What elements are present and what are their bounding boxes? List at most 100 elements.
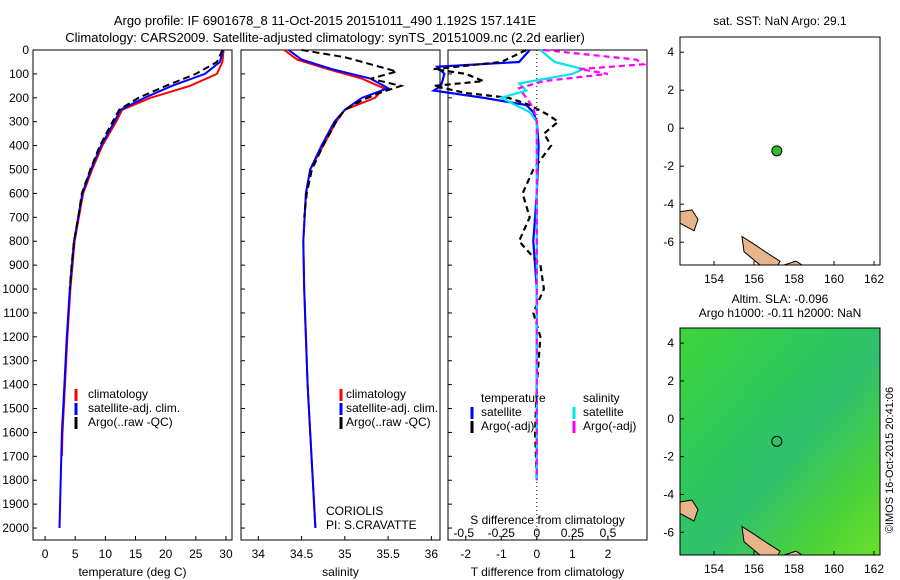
map-land-2 <box>679 499 699 522</box>
map-xtick-label: 156 <box>744 562 764 576</box>
depth-tick-label: 1500 <box>2 402 29 416</box>
map-ytick-label: -6 <box>663 525 674 539</box>
depth-tick-label: 0 <box>22 43 29 57</box>
temperature-legend-label: Argo(..raw -QC) <box>88 415 173 429</box>
diff-t-xtick-label: 0 <box>533 547 540 561</box>
float-pi-label: PI: S.CRAVATTE <box>326 518 417 532</box>
float-source-label: CORIOLIS <box>326 504 383 518</box>
map-land-2 <box>741 525 781 556</box>
map-land-2 <box>783 550 804 556</box>
map-xtick-label: 156 <box>744 272 764 286</box>
depth-tick-label: 1800 <box>2 473 29 487</box>
diff-t-xtick-label: 1 <box>569 547 576 561</box>
map-xtick-label: 158 <box>784 562 804 576</box>
salinity-series-2 <box>301 49 405 218</box>
salinity-xtick-label: 35.5 <box>376 547 400 561</box>
depth-tick-label: 800 <box>9 234 29 248</box>
float-position-marker <box>771 435 783 447</box>
temperature-xtick-label: 15 <box>129 547 143 561</box>
panel-frame-2 <box>240 49 441 541</box>
salinity-series-1 <box>288 49 391 529</box>
depth-tick-label: 1000 <box>2 282 29 296</box>
diff-s-tick-label: 0.5 <box>600 526 617 540</box>
temperature-xtick-label: 0 <box>42 547 49 561</box>
temperature-xtick-label: 30 <box>219 547 233 561</box>
depth-tick-label: 1200 <box>2 330 29 344</box>
diff-legend-label: satellite <box>583 405 624 419</box>
map-frame-1 <box>679 36 881 266</box>
map-xtick-label: 162 <box>864 562 884 576</box>
diff-legend-label: Argo(-adj) <box>583 419 636 433</box>
salinity-xtick-label: 34 <box>252 547 266 561</box>
diff-s-tick-label: 0 <box>533 526 540 540</box>
map-land-1 <box>679 209 699 232</box>
depth-tick-label: 200 <box>9 91 29 105</box>
depth-tick-label: 300 <box>9 115 29 129</box>
figure-title-line2: Climatology: CARS2009. Satellite-adjuste… <box>65 30 585 45</box>
map-ytick-label: 2 <box>667 374 674 388</box>
diff-legend-label: Argo(-adj) <box>481 419 534 433</box>
temperature-xtick-label: 25 <box>189 547 203 561</box>
map-ytick-label: 0 <box>667 121 674 135</box>
depth-tick-label: 100 <box>9 67 29 81</box>
diff-legend-title-salinity: salinity <box>583 391 620 405</box>
sla-map-title-line2: Argo h1000: -0.11 h2000: NaN <box>699 306 862 320</box>
map-ytick-label: -2 <box>663 450 674 464</box>
sla-map-title-line1: Altim. SLA: -0.096 <box>732 292 829 306</box>
salinity-xtick-label: 35 <box>338 547 352 561</box>
imos-credit-label: ©IMOS 16-Oct-2015 20:41:06 <box>884 387 896 533</box>
temperature-axis-label: temperature (deg C) <box>78 565 186 579</box>
diff-series-3 <box>517 48 647 481</box>
panel-frame-3 <box>447 49 648 541</box>
diff-t-xtick-label: -1 <box>496 547 507 561</box>
figure-title-line1: Argo profile: IF 6901678_8 11-Oct-2015 2… <box>113 13 537 28</box>
map-xtick-label: 154 <box>704 272 724 286</box>
depth-tick-label: 2000 <box>2 521 29 535</box>
diff-s-tick-label: -0.5 <box>453 526 474 540</box>
depth-tick-label: 600 <box>9 186 29 200</box>
temperature-xtick-label: 5 <box>72 547 79 561</box>
diff-t-axis-label: T difference from climatology <box>471 565 625 579</box>
diff-s-tick-label: -0.25 <box>488 526 516 540</box>
sla-field <box>680 328 880 555</box>
salinity-xtick-label: 34.5 <box>290 547 314 561</box>
salinity-legend-label: satellite-adj. clim. <box>346 401 438 415</box>
map-land-1 <box>783 260 804 266</box>
map-ytick-label: 2 <box>667 83 674 97</box>
salinity-xtick-label: 36 <box>425 547 439 561</box>
salinity-legend-label: Argo(..raw -QC) <box>346 415 431 429</box>
map-ytick-label: 4 <box>667 45 674 59</box>
map-ytick-label: 0 <box>667 412 674 426</box>
depth-tick-label: 1700 <box>2 449 29 463</box>
diff-legend-title-temperature: temperature <box>481 391 546 405</box>
map-xtick-label: 154 <box>704 562 724 576</box>
depth-tick-label: 900 <box>9 258 29 272</box>
depth-tick-label: 1300 <box>2 354 29 368</box>
sst-map-title: sat. SST: NaN Argo: 29.1 <box>713 14 847 28</box>
salinity-axis-label: salinity <box>322 565 359 579</box>
panel-frame-1 <box>32 49 233 541</box>
diff-s-axis-label: S difference from climatology <box>470 513 625 527</box>
map-ytick-label: -6 <box>663 235 674 249</box>
temperature-series-2 <box>68 49 224 290</box>
temperature-legend-label: satellite-adj. clim. <box>88 401 180 415</box>
map-xtick-label: 158 <box>784 272 804 286</box>
depth-tick-label: 700 <box>9 210 29 224</box>
temperature-series-1 <box>58 49 224 529</box>
temperature-xtick-label: 20 <box>159 547 173 561</box>
map-ytick-label: 4 <box>667 336 674 350</box>
temperature-xtick-label: 10 <box>99 547 113 561</box>
map-land-1 <box>741 235 781 266</box>
map-ytick-label: -4 <box>663 487 674 501</box>
depth-tick-label: 1400 <box>2 378 29 392</box>
diff-series-1 <box>433 49 561 481</box>
depth-tick-label: 1600 <box>2 425 29 439</box>
depth-tick-label: 500 <box>9 163 29 177</box>
depth-tick-label: 1100 <box>3 306 29 320</box>
map-xtick-label: 160 <box>824 272 844 286</box>
diff-s-tick-label: 0.25 <box>561 526 585 540</box>
diff-t-xtick-label: -2 <box>460 547 471 561</box>
map-frame-2 <box>679 327 881 556</box>
temperature-legend-label: climatology <box>88 387 148 401</box>
map-ytick-label: -2 <box>663 159 674 173</box>
